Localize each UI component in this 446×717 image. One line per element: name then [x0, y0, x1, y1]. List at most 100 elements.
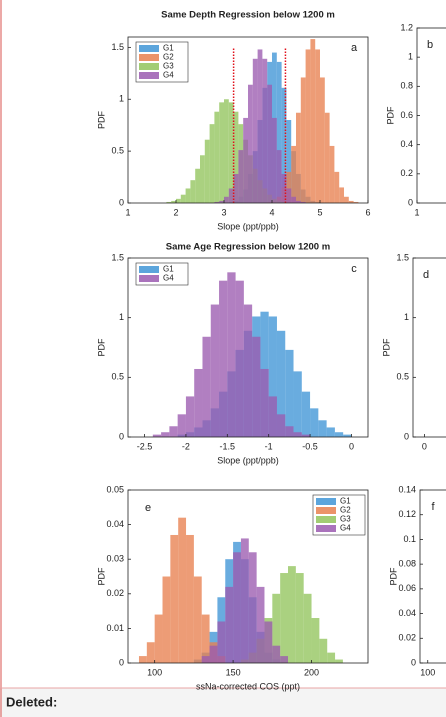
panel-label: f — [431, 501, 435, 513]
y-tick-label: 1 — [408, 52, 413, 62]
axes-box — [127, 36, 369, 204]
histogram-bar — [227, 272, 236, 437]
y-axis-label: PDF — [385, 106, 395, 125]
histogram-bar — [315, 49, 320, 204]
y-tick-label: 0 — [119, 657, 124, 667]
histogram-bar — [343, 434, 352, 437]
histogram-bar — [303, 593, 312, 663]
histogram-bar — [228, 102, 234, 203]
y-tick-label: 0.14 — [398, 484, 416, 494]
x-tick-label: 5 — [317, 207, 322, 217]
axes-box — [127, 489, 369, 664]
histogram-bar — [252, 58, 258, 203]
legend-label: G1 — [340, 497, 351, 506]
y-axis-label: PDF — [388, 567, 398, 586]
legend-swatch — [139, 266, 159, 273]
y-tick-label: 0.5 — [396, 372, 409, 382]
histogram-bar — [276, 61, 282, 204]
y-tick-label: 0 — [411, 657, 416, 667]
histogram-bar — [288, 566, 296, 663]
y-tick-label: 0.02 — [106, 588, 124, 598]
histogram-bar — [310, 408, 319, 437]
x-tick-label: 0 — [349, 441, 354, 451]
histogram-bar — [264, 621, 273, 663]
x-axis-label: Slope (ppt/ppb) — [217, 221, 279, 231]
x-tick-label: 1 — [414, 207, 419, 217]
histogram-bar — [344, 196, 349, 203]
histogram-bar — [171, 200, 176, 203]
y-tick-label: 0.6 — [400, 110, 413, 120]
histogram-bar — [219, 280, 228, 437]
x-tick-label: 100 — [420, 667, 435, 677]
histogram-bar — [339, 187, 344, 203]
axes-box — [127, 257, 369, 438]
histogram-bar — [320, 77, 325, 203]
histogram-bar — [201, 656, 210, 663]
x-tick-label: 200 — [304, 667, 319, 677]
histogram-bar — [185, 396, 195, 437]
histogram-bar — [353, 201, 359, 203]
panel-label: d — [423, 269, 429, 281]
x-tick-label: -2 — [182, 441, 190, 451]
histogram-bar — [295, 573, 304, 663]
histogram-bar — [268, 316, 277, 437]
y-tick-label: 0.12 — [398, 509, 416, 519]
histogram-bar — [291, 196, 296, 203]
chart-title: Same Depth Regression below 1200 m — [161, 10, 335, 21]
histogram-bar — [280, 656, 288, 663]
histogram-bar — [214, 201, 220, 203]
y-tick-label: 1.5 — [111, 252, 124, 262]
histogram-bar — [200, 155, 205, 203]
y-tick-label: 1 — [119, 312, 124, 322]
y-tick-label: 1 — [119, 94, 124, 104]
histogram-bar — [233, 552, 241, 663]
histogram-bar — [178, 517, 187, 663]
histogram-bar — [248, 552, 257, 663]
y-tick-label: 0.5 — [111, 372, 124, 382]
panel-label: e — [145, 502, 151, 514]
histogram-bar — [276, 330, 286, 437]
y-tick-label: 0.04 — [106, 519, 124, 529]
histogram-bar — [176, 198, 181, 203]
histogram-bar — [193, 576, 202, 663]
legend-swatch — [139, 72, 159, 79]
x-axis-label: Slope (ppt/ppb) — [217, 455, 279, 465]
y-tick-label: 0.05 — [106, 484, 124, 494]
histogram-bar — [248, 84, 253, 203]
x-tick-label: 4 — [269, 207, 274, 217]
panel-label: b — [427, 39, 433, 51]
chart-title: Same Age Regression below 1200 m — [166, 242, 330, 253]
histogram-bar — [224, 99, 229, 203]
histogram-bar — [262, 58, 268, 203]
histogram-bar — [318, 420, 327, 437]
y-tick-label: 0.2 — [400, 168, 413, 178]
histogram-bar — [217, 621, 226, 663]
legend-label: G4 — [340, 524, 351, 533]
legend-swatch — [139, 275, 159, 282]
histogram-bar — [238, 150, 244, 203]
y-tick-label: 0.5 — [111, 146, 124, 156]
x-tick-label: -1 — [265, 441, 273, 451]
histogram-bar — [296, 112, 301, 203]
histogram-bar — [335, 659, 343, 663]
histogram-bar — [327, 652, 336, 663]
histogram-bar — [293, 432, 302, 437]
histogram-bar — [162, 576, 171, 663]
histogram-bar — [170, 534, 179, 663]
histogram-bar — [146, 642, 155, 663]
panel-label: c — [351, 263, 357, 275]
histogram-bar — [214, 111, 220, 203]
y-tick-label: 1 — [404, 312, 409, 322]
legend-swatch — [316, 516, 336, 523]
y-tick-label: 0 — [119, 197, 124, 207]
y-tick-label: 0.06 — [398, 583, 416, 593]
histogram-bar — [310, 39, 316, 204]
axes-box — [412, 257, 446, 438]
histogram-bar — [268, 396, 277, 437]
x-tick-label: 0 — [422, 441, 427, 451]
histogram-bar — [311, 618, 320, 663]
histogram-bar — [296, 200, 301, 203]
histogram-bar — [281, 87, 287, 203]
histogram-bar — [276, 150, 282, 203]
histogram-bar — [219, 200, 224, 203]
